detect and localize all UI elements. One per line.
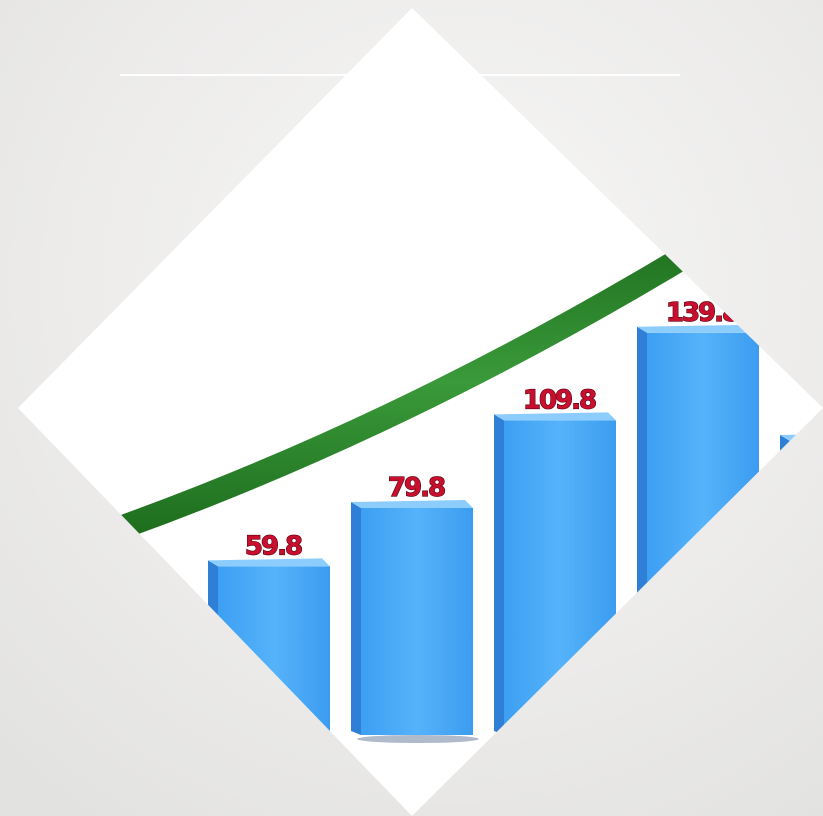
bar-top [208, 558, 330, 567]
bar-side [351, 501, 361, 735]
data-label-3: 109.8 [523, 385, 596, 415]
data-label-2: 79.8 [388, 473, 445, 503]
bar-2 [351, 499, 479, 743]
bar-top [351, 499, 473, 508]
bar-front [361, 507, 473, 735]
bar-shadow [357, 735, 479, 743]
bar-side [494, 414, 504, 735]
bar-top [637, 324, 759, 333]
trend-line [115, 224, 727, 540]
data-label-1: 59.8 [245, 531, 302, 561]
bar-top [494, 412, 616, 421]
